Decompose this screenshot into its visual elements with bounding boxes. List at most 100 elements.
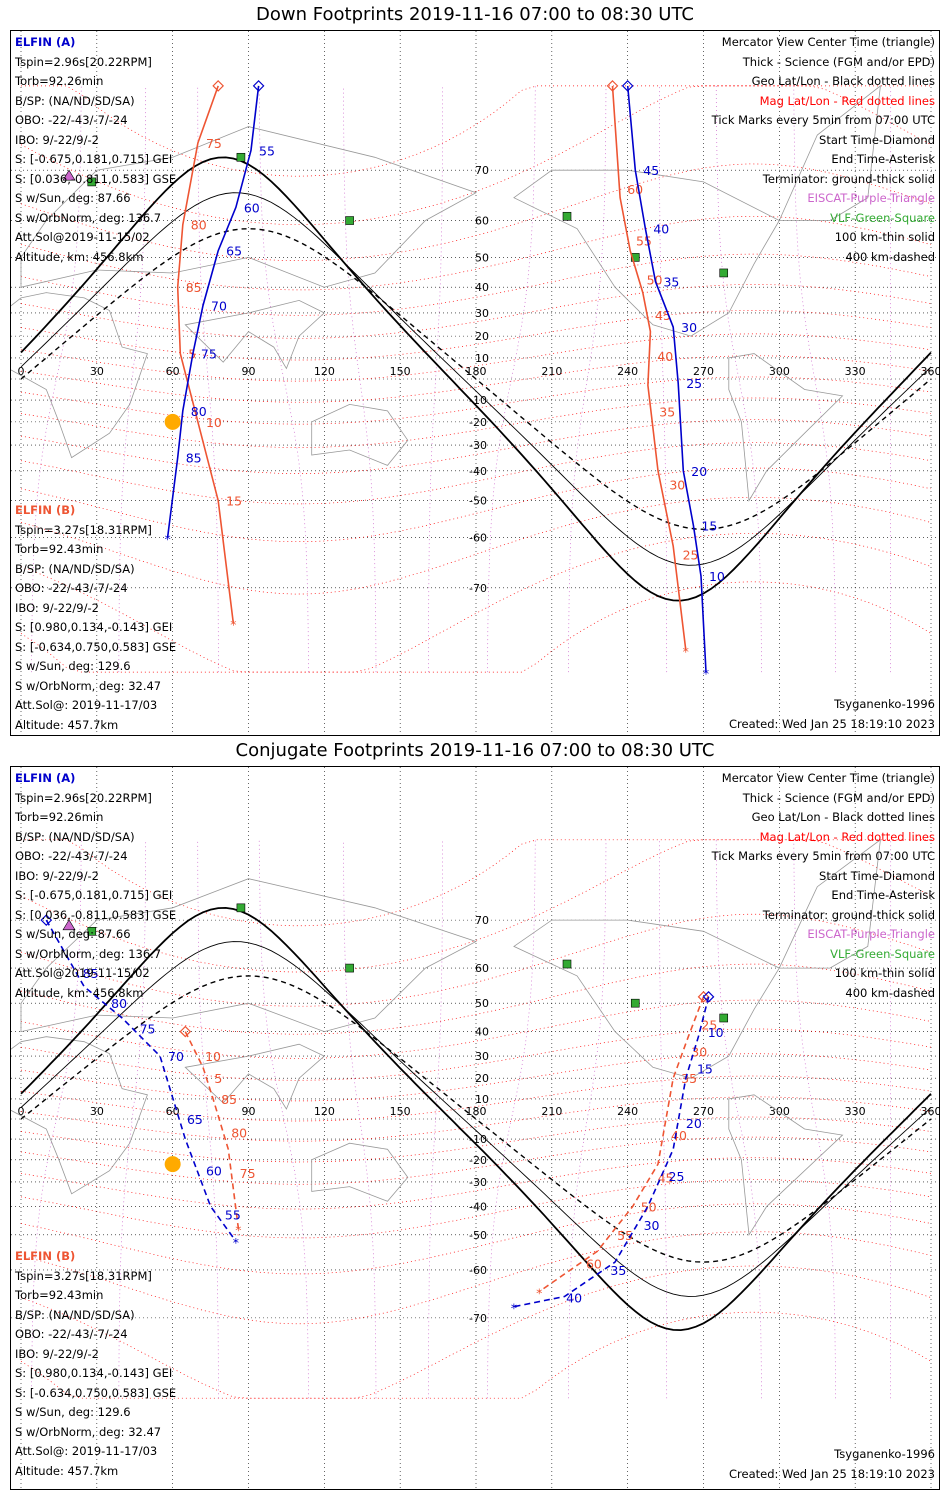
mag-longitude-line [428,839,443,1399]
track-tick-label: 80 [191,404,207,419]
end-asterisk-marker: * [511,1301,517,1316]
track-tick-label: 20 [691,464,707,479]
latitude-tick-label: 20 [475,330,489,343]
track-tick-label: 80 [111,996,127,1011]
mag-latitude-line [20,1028,932,1081]
terminator-100km [20,941,932,1297]
down-footprints-panel: 0 30 60 90 120 150 180 210 240 270 300 330 360 70 60 50… [10,30,940,736]
conjugate-panel-title: Conjugate Footprints 2019-11-16 07:00 to… [235,740,715,761]
conjugate-footprints-map: 0 30 60 90 120 150 180 210 240 270 300 330 360706050… [11,767,939,1489]
longitude-tick-label: 150 [390,1105,411,1118]
track-tick-label: 60 [627,182,643,197]
mag-longitude-line [31,839,82,1399]
elfin-b-line: Tspin=3.27s[18.31RPM] [15,1268,152,1283]
mag-longitude-line [343,839,377,1399]
elfin-a-footprint-track [513,996,710,1308]
down-panel-title: Down Footprints 2019-11-16 07:00 to 08:3… [256,4,694,25]
elfin-b-line: S w/Sun, deg: 129.6 [15,659,131,673]
longitude-tick-label: 120 [314,1105,335,1118]
start-diamond-marker [697,990,710,1003]
mag-latitude-line [20,963,932,1035]
vlf-station-marker [630,998,640,1008]
track-tick-label: 15 [226,494,242,509]
end-asterisk-marker: * [536,1286,542,1301]
elfin-a-line: OBO: -22/-43/-7/-24 [15,849,128,863]
mag-latitude-line [20,1179,932,1239]
elfin-b-footprint-track [184,1031,240,1229]
legend-item: 100 km-thin solid [834,230,935,244]
elfin-b-header: ELFIN (B) [15,503,76,517]
terminator-400km [20,227,932,531]
track-tick-label: 25 [701,1017,717,1032]
latitude-tick-label: -60 [469,531,487,544]
longitude-tick-label: 30 [90,365,104,378]
end-asterisk-marker: * [230,617,236,632]
longitude-tick-label: 270 [693,1105,714,1118]
track-tick-label: 40 [657,349,673,364]
longitude-tick-label: 210 [541,365,562,378]
mag-latitude-line [20,467,932,543]
track-tick-label: 75 [201,347,217,362]
elfin-a-info-conjugate: ELFIN (A) Tspin=2.96s[20.22RPM] Torb=92.… [15,769,176,1003]
track-tick-label: 10 [708,1025,724,1040]
track-tick-label: 60 [244,200,260,215]
mag-longitude-line [568,839,607,1399]
longitude-tick-label: 330 [845,1105,866,1118]
mag-longitude-line [428,85,443,673]
latitude-tick-label: -40 [469,1200,487,1213]
sun-icon [164,1156,181,1173]
mag-longitude-line [31,85,82,673]
longitude-tick-label: 90 [242,365,256,378]
eiscat-station-marker [62,169,76,181]
latitude-tick-label: 50 [475,251,489,264]
track-tick-label: 30 [691,1044,707,1059]
vlf-station-marker [630,253,640,262]
mag-latitude-line [20,397,932,448]
latitude-tick-label: 40 [475,1026,489,1039]
elfin-a-footprint-track [166,85,260,538]
mag-latitude-line [20,163,932,261]
legend-item: VLF-Green-Square [830,946,935,961]
vlf-station-marker [236,152,246,162]
coastline [513,169,780,337]
track-tick-label: 55 [617,1228,633,1243]
mag-longitude-line [715,85,762,673]
elfin-b-footprint-track [176,85,235,624]
elfin-a-line: OBO: -22/-43/-7/-24 [15,113,128,127]
coastline [778,85,881,221]
end-asterisk-marker: * [683,644,689,659]
track-tick-label: 25 [686,376,702,391]
longitude-tick-label: 120 [314,365,335,378]
legend-item: Geo Lat/Lon - Black dotted lines [751,810,935,824]
longitude-tick-label: 90 [242,1105,256,1118]
legend-item: 100 km-thin solid [834,966,935,980]
end-asterisk-marker: * [164,531,170,546]
track-tick-label: 75 [240,1166,256,1181]
track-tick-label: 65 [187,1112,203,1127]
vlf-station-marker [87,927,97,936]
track-tick-label: 25 [669,1169,685,1184]
latitude-tick-label: -40 [469,465,487,478]
elfin-b-info-conjugate: ELFIN (B) Tspin=3.27s[18.31RPM] Torb=92.… [15,1247,176,1481]
coastline [728,353,844,502]
elfin-b-footprint-track [538,996,705,1293]
elfin-a-line: S w/Sun, deg: 87.66 [15,927,131,941]
latitude-tick-label: -70 [469,582,487,595]
mag-longitude-line [197,85,219,673]
legend-item: Mercator View Center Time (triangle) [721,35,935,49]
coastline [11,292,148,459]
elfin-b-line: S w/OrbNorm, deg: 32.47 [15,1424,162,1439]
elfin-a-footprint-track [626,85,707,673]
end-asterisk-marker: * [235,1223,241,1238]
coastline [778,838,881,969]
vlf-station-marker [345,963,354,973]
elfin-b-header: ELFIN (B) [15,1249,76,1263]
elfin-b-footprint-track [611,85,687,651]
vlf-station-marker [562,211,572,221]
track-tick-label: 80 [231,1125,247,1140]
longitude-tick-label: 240 [617,365,638,378]
coastline [513,919,780,1079]
track-tick-label: 10 [205,1049,221,1064]
legend-item: Tick Marks every 5min from 07:00 UTC [711,113,935,127]
start-diamond-marker [179,1025,192,1038]
